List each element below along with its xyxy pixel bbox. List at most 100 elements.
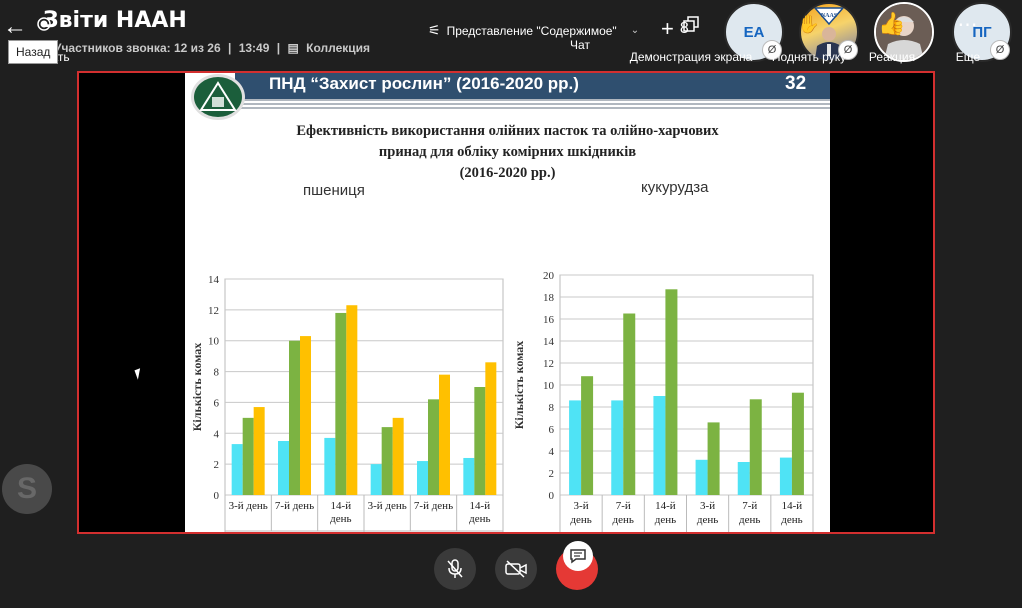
share-screen-button[interactable]: Демонстрация экрана xyxy=(628,0,754,74)
y-tick-label: 10 xyxy=(543,380,555,392)
presentation-slide: ПНД “Захист рослин” (2016-2020 рр.) 32 Е… xyxy=(185,73,830,532)
slide-title-line: Ефективність використання олійних пасток… xyxy=(296,123,719,139)
bar xyxy=(278,441,289,495)
bar xyxy=(231,444,243,495)
bar xyxy=(749,399,762,495)
y-axis-label: Кількість комах xyxy=(512,341,526,430)
skype-logo-icon: S xyxy=(2,464,52,514)
more-button[interactable]: ⋯ Еще xyxy=(946,0,990,74)
bar xyxy=(242,417,254,495)
slide-title-line: принад для обліку комірних шкідників xyxy=(378,144,637,160)
bar xyxy=(779,457,792,495)
x-tick-label: день xyxy=(469,513,490,525)
bar xyxy=(737,462,750,495)
y-tick-label: 6 xyxy=(214,397,220,409)
avatar-initials: ЕА xyxy=(743,23,765,41)
chat-label: Чат xyxy=(570,38,590,52)
y-tick-label: 4 xyxy=(214,428,220,440)
bar xyxy=(335,312,347,495)
mute-mic-button[interactable] xyxy=(434,548,476,590)
more-label: Еще xyxy=(955,50,981,64)
x-tick-label: день xyxy=(655,514,676,526)
x-tick-label: 3-й день xyxy=(368,500,407,512)
person-photo-icon: NAAS xyxy=(813,7,845,60)
x-tick-label: 3-й xyxy=(700,500,715,512)
x-tick-label: 14-й xyxy=(655,500,676,512)
raise-hand-icon: ✋ xyxy=(797,13,821,34)
avatar-initials: ПГ xyxy=(972,23,992,41)
chat-icon[interactable] xyxy=(563,541,593,571)
bar xyxy=(300,336,311,495)
back-tooltip: Назад xyxy=(8,40,59,64)
call-duration: 13:49 xyxy=(238,41,270,55)
plus-icon: + xyxy=(661,16,674,41)
x-tick-label: 7-й день xyxy=(414,500,453,512)
y-axis-label: Кількість комах xyxy=(190,343,204,432)
y-tick-label: 18 xyxy=(543,292,555,304)
bar xyxy=(428,399,439,495)
y-tick-label: 16 xyxy=(543,314,555,326)
raise-hand-button[interactable]: ✋ Поднять руку xyxy=(770,0,848,74)
reaction-button[interactable]: 👍 Реакция xyxy=(864,0,920,74)
plot-area xyxy=(224,278,504,496)
corn-chart: 0 2 4 6 8 10 12 14 16 18 20 Кількість комах 3-й день 7… xyxy=(512,270,814,532)
x-tick-label: 3-й xyxy=(574,500,589,512)
bar xyxy=(253,407,265,495)
call-title: Звіти НААН xyxy=(43,8,187,33)
camera-off-icon xyxy=(505,560,527,578)
x-tick-label: 14-й xyxy=(470,500,491,512)
bar xyxy=(346,305,358,495)
chat-button[interactable]: Чат xyxy=(560,0,600,74)
y-tick-label: 2 xyxy=(549,468,555,480)
bar xyxy=(791,392,804,495)
y-tick-label: 12 xyxy=(208,305,219,317)
y-tick-label: 20 xyxy=(543,270,555,282)
x-tick-label: 7-й день xyxy=(275,500,314,512)
x-tick-label: день xyxy=(781,514,802,526)
mic-muted-icon: Ø xyxy=(762,40,782,60)
mic-off-icon xyxy=(447,559,463,578)
bar xyxy=(569,400,582,495)
y-tick-label: 12 xyxy=(543,358,554,370)
chart-title-corn: кукурудза xyxy=(641,179,709,196)
x-tick-label: 14-й xyxy=(782,500,803,512)
wheat-chart: 0 2 4 6 8 10 12 14 Кількість комах 3-й день 7-й де… xyxy=(190,274,504,532)
view-mode-icon: ⚟ xyxy=(428,22,441,38)
bar xyxy=(324,437,336,495)
view-mode-button[interactable]: ⚟ Представление "Содержимое" ⌄ xyxy=(428,22,639,39)
bar xyxy=(439,374,450,495)
bar xyxy=(381,427,393,495)
separator: | xyxy=(276,41,281,55)
participants-count: Участников звонка: 12 из 26 xyxy=(54,41,221,55)
x-tick-label: 3-й день xyxy=(229,500,268,512)
chevron-down-icon: ⌄ xyxy=(630,25,640,36)
reaction-label: Реакция xyxy=(868,50,916,64)
y-tick-label: 8 xyxy=(214,367,220,379)
collection-link[interactable]: Коллекция xyxy=(306,41,371,55)
y-tick-label: 14 xyxy=(208,274,220,286)
share-screen-icon xyxy=(683,12,699,36)
x-tick-label: день xyxy=(570,514,591,526)
record-icon xyxy=(37,12,51,36)
bar xyxy=(289,340,300,495)
mic-muted-icon: Ø xyxy=(990,40,1010,60)
y-tick-label: 10 xyxy=(208,336,220,348)
avatar-photo-naas[interactable]: NAAS xyxy=(799,2,859,62)
person-photo-icon xyxy=(876,4,932,60)
x-tick-label: день xyxy=(739,514,760,526)
camera-toggle-button[interactable] xyxy=(495,548,537,590)
avatar-photo-speaker[interactable] xyxy=(874,2,934,62)
bar xyxy=(474,387,486,495)
slide-header-bar xyxy=(235,73,830,99)
y-tick-label: 2 xyxy=(214,459,220,471)
mic-muted-icon: Ø xyxy=(838,40,858,60)
raise-hand-label: Поднять руку xyxy=(771,50,847,64)
back-arrow-icon[interactable]: ← xyxy=(3,13,27,40)
separator: | xyxy=(228,41,232,55)
bar xyxy=(695,459,708,495)
bar xyxy=(463,457,475,495)
view-mode-label: Представление "Содержимое" xyxy=(446,23,617,38)
call-subtitle: Участников звонка: 12 из 26 | 13:49 | ▤ … xyxy=(54,41,374,55)
y-tick-label: 0 xyxy=(214,490,220,502)
